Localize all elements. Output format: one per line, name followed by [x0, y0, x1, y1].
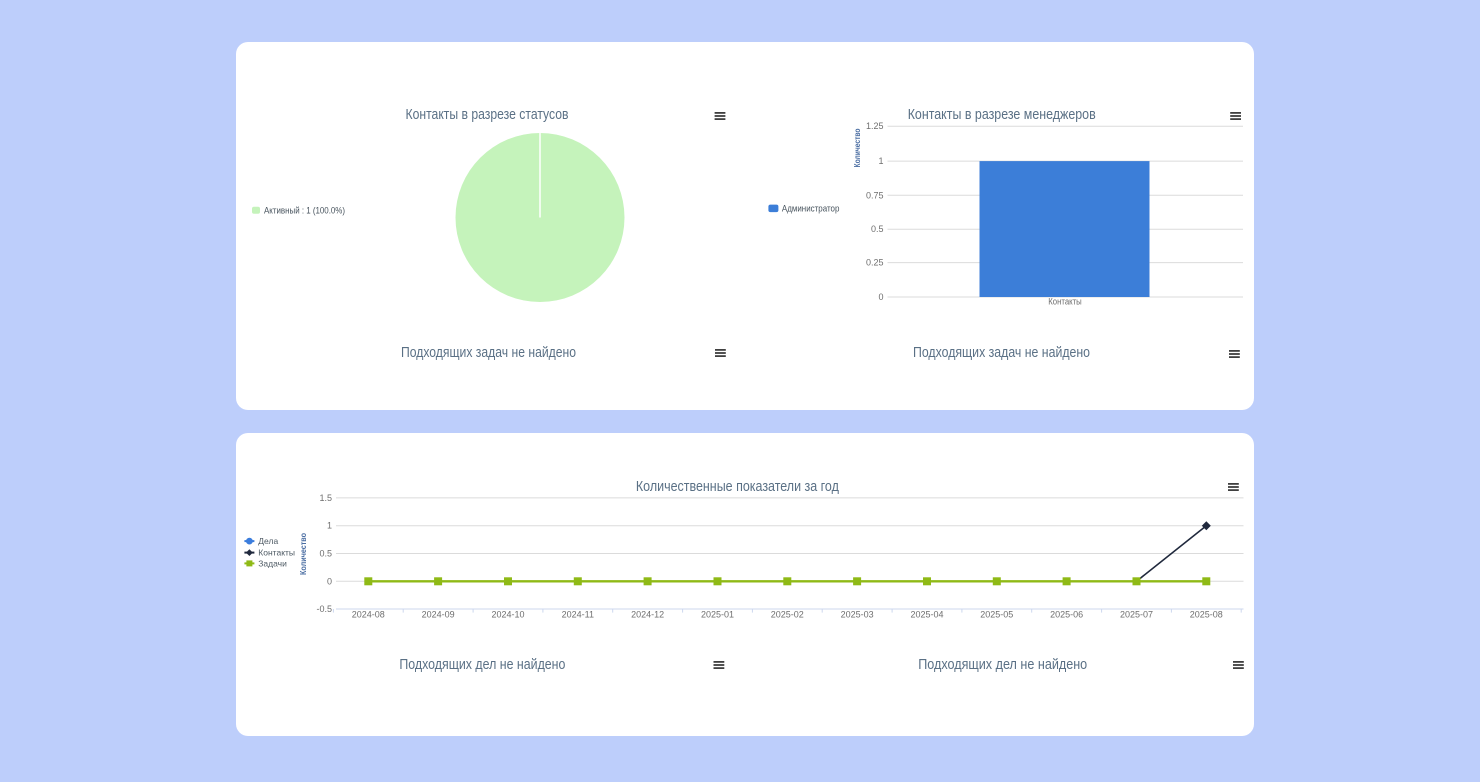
- svg-text:Задачи: Задачи: [258, 558, 287, 568]
- svg-text:Количество: Количество: [853, 128, 862, 167]
- svg-text:2025-05: 2025-05: [980, 610, 1013, 620]
- svg-text:2025-08: 2025-08: [1190, 610, 1223, 620]
- svg-text:2025-03: 2025-03: [841, 610, 874, 620]
- svg-text:1.25: 1.25: [866, 121, 884, 131]
- svg-text:Подходящих задач не найдено: Подходящих задач не найдено: [913, 345, 1090, 361]
- svg-text:2024-08: 2024-08: [352, 610, 385, 620]
- svg-text:0.5: 0.5: [319, 549, 332, 559]
- svg-text:Подходящих дел не найдено: Подходящих дел не найдено: [399, 657, 565, 673]
- svg-text:2025-07: 2025-07: [1120, 610, 1153, 620]
- svg-text:Контакты: Контакты: [1048, 297, 1082, 307]
- svg-text:0: 0: [878, 292, 883, 302]
- svg-text:0.75: 0.75: [866, 190, 884, 200]
- svg-text:Дела: Дела: [258, 536, 278, 546]
- svg-text:1: 1: [327, 521, 332, 531]
- svg-text:2024-10: 2024-10: [491, 610, 524, 620]
- svg-text:0.5: 0.5: [871, 224, 884, 234]
- svg-text:Подходящих дел не найдено: Подходящих дел не найдено: [918, 657, 1087, 673]
- svg-text:Контакты в разрезе статусов: Контакты в разрезе статусов: [406, 107, 569, 123]
- svg-text:2025-02: 2025-02: [771, 610, 804, 620]
- svg-text:2024-12: 2024-12: [631, 610, 664, 620]
- svg-text:2025-01: 2025-01: [701, 610, 734, 620]
- svg-text:2024-11: 2024-11: [562, 610, 594, 620]
- svg-text:Контакты: Контакты: [258, 548, 295, 558]
- svg-text:Количество: Количество: [299, 533, 308, 575]
- svg-text:0.25: 0.25: [866, 258, 884, 268]
- svg-text:Активный : 1 (100.0%): Активный : 1 (100.0%): [264, 206, 345, 217]
- svg-text:0: 0: [327, 576, 332, 586]
- svg-text:-0.5: -0.5: [316, 604, 332, 614]
- svg-text:2024-09: 2024-09: [422, 610, 455, 620]
- svg-text:2025-04: 2025-04: [910, 610, 943, 620]
- svg-text:Количественные показатели за г: Количественные показатели за год: [636, 479, 839, 495]
- svg-text:2025-06: 2025-06: [1050, 610, 1083, 620]
- svg-text:1: 1: [878, 156, 883, 166]
- svg-text:Администратор: Администратор: [782, 204, 840, 215]
- svg-text:Контакты в разрезе менеджеров: Контакты в разрезе менеджеров: [908, 107, 1096, 123]
- svg-text:1.5: 1.5: [319, 493, 332, 503]
- svg-text:Подходящих задач не найдено: Подходящих задач не найдено: [401, 345, 576, 361]
